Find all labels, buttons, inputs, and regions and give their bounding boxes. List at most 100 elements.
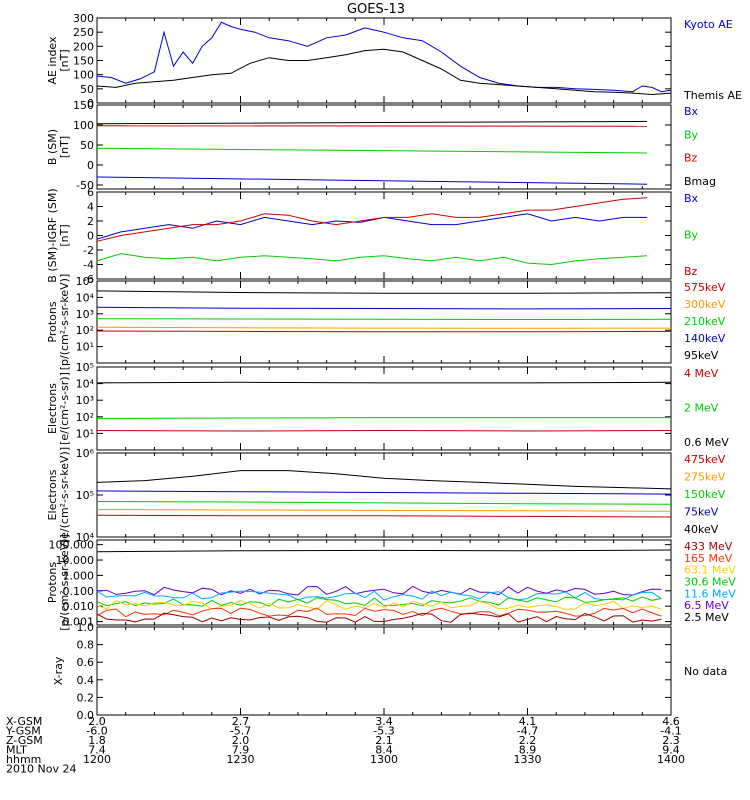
footer-value: 2.0 <box>232 734 250 747</box>
legend-bz: Bz <box>684 152 698 165</box>
series-75kev <box>96 490 672 495</box>
footer-value: -4.7 <box>517 725 538 738</box>
series-275kev <box>96 509 672 512</box>
footer-value: 4.1 <box>519 715 537 728</box>
y-tick-label: 0 <box>87 97 94 110</box>
series-4-mev <box>96 429 672 432</box>
footer-row-label: Z-GSM <box>6 734 43 747</box>
y-tick-label: -50 <box>76 179 94 192</box>
legend-210kev: 210keV <box>684 315 726 328</box>
y-tick-label: 10³ <box>76 308 94 321</box>
legend-63-1-mev: 63.1 MeV <box>684 564 736 577</box>
y-tick-label: 0.100 <box>63 585 95 598</box>
series-575kev <box>96 330 672 333</box>
y-tick-label: 10¹ <box>76 341 94 354</box>
panel-b: -50 0 50 100 150 B (SM) [nT] Bx By Bz Bmag <box>46 99 716 192</box>
legend-30-6-mev: 30.6 MeV <box>684 576 736 589</box>
footer-row-label: Y-GSM <box>5 725 41 738</box>
footer-value: 3.4 <box>375 715 393 728</box>
panel-frame <box>96 366 672 451</box>
y-axis-label: [nT] <box>58 224 71 246</box>
y-tick-label: 150 <box>73 55 94 68</box>
legend-150kev: 150keV <box>684 488 726 501</box>
panel-frame <box>96 17 672 104</box>
y-tick-label: 10⁵ <box>76 275 94 288</box>
y-tick-label: 300 <box>73 12 94 25</box>
y-tick-label: 6 <box>87 186 94 199</box>
legend-bx: Bx <box>684 105 699 118</box>
series-11-6-mev <box>96 590 662 601</box>
y-axis-label: [nT] <box>58 49 71 71</box>
footer-value: 1230 <box>227 753 255 766</box>
y-tick-label: 0 <box>87 159 94 172</box>
legend-bz: Bz <box>684 265 698 278</box>
y-tick-label: 100 <box>73 119 94 132</box>
y-tick-label: 10² <box>76 411 94 424</box>
plot-title: GOES-13 <box>347 2 405 17</box>
footer-value: 7.4 <box>88 744 106 757</box>
series-433-mev <box>96 612 662 623</box>
series-63-1-mev <box>96 599 662 610</box>
series-2-5-mev <box>96 549 672 553</box>
footer-value: 1.8 <box>88 734 106 747</box>
series-95kev <box>96 290 672 294</box>
y-tick-label: 0 <box>87 230 94 243</box>
footer-value: 2.0 <box>88 715 106 728</box>
y-tick-label: 4 <box>87 201 94 214</box>
y-tick-label: 1.000 <box>63 569 95 582</box>
footer-value: 8.4 <box>375 744 393 757</box>
legend-0-6-mev: 0.6 MeV <box>684 436 729 449</box>
y-tick-label: 10.000 <box>56 554 95 567</box>
panel-electrons_mev: 10¹ 10² 10³ 10⁴ 10⁵ Electrons [e/(cm²-s-sr)] 4 … <box>46 361 729 451</box>
y-axis-label: X-ray <box>52 656 65 685</box>
y-tick-label: -4 <box>83 259 94 272</box>
y-tick-label: 2 <box>87 215 94 228</box>
y-tick-label: 250 <box>73 26 94 39</box>
y-tick-label: 10⁵ <box>76 361 94 374</box>
y-tick-label: 50 <box>80 139 94 152</box>
y-axis-label: [e/(cm²-s-sr-keV)] <box>58 447 71 543</box>
legend-bmag: Bmag <box>684 175 716 188</box>
legend-40kev: 40keV <box>684 523 719 536</box>
y-tick-label: 10⁵ <box>76 489 94 502</box>
footer-row-label: MLT <box>6 744 27 757</box>
footer-value: -6.0 <box>86 725 107 738</box>
series-0-6-mev <box>96 381 672 384</box>
footer-value: 8.9 <box>519 744 537 757</box>
series-210kev <box>96 318 672 321</box>
footer-value: 4.6 <box>662 715 680 728</box>
legend-275kev: 275keV <box>684 471 726 484</box>
orbit-footer: X-GSM 2.0 2.7 3.4 4.1 4.6 Y-GSM -6.0 -5.7 -5.3 -4.… <box>5 715 685 776</box>
y-tick-label: 0.6 <box>77 656 95 669</box>
legend-95kev: 95keV <box>684 349 719 362</box>
legend-165-mev: 165 MeV <box>684 552 733 565</box>
y-axis-label: Protons <box>46 562 59 603</box>
footer-row-label: X-GSM <box>6 715 42 728</box>
y-tick-label: 10⁴ <box>76 291 95 304</box>
series-by <box>96 147 648 154</box>
legend-by: By <box>684 128 699 141</box>
series-kyoto-ae <box>96 21 672 93</box>
series-bx <box>96 213 648 240</box>
footer-value: -5.3 <box>373 725 394 738</box>
y-axis-label: Electrons <box>46 383 59 434</box>
legend-575kev: 575keV <box>684 281 726 294</box>
y-tick-label: 0.4 <box>77 674 95 687</box>
legend-by: By <box>684 229 699 242</box>
legend-2-mev: 2 MeV <box>684 402 719 415</box>
legend-75kev: 75keV <box>684 506 719 519</box>
panel-frame <box>96 452 672 538</box>
footer-value: -5.7 <box>230 725 251 738</box>
footer-row-label: hhmm <box>6 753 41 766</box>
y-axis-label: AE index <box>46 36 59 85</box>
panel-db: -6-4 -20 24 6 B (SM)-IGRF (SM) [nT] Bx By Bz <box>46 186 699 286</box>
footer-value: 1200 <box>83 753 111 766</box>
y-tick-label: 1.0 <box>77 621 95 634</box>
footer-value: 2.3 <box>662 734 680 747</box>
y-tick-label: 10⁴ <box>76 378 95 391</box>
legend-2-5-mev: 2.5 MeV <box>684 611 729 624</box>
series-bz <box>96 197 648 242</box>
y-axis-label: Protons <box>46 301 59 342</box>
series-by <box>96 253 648 266</box>
